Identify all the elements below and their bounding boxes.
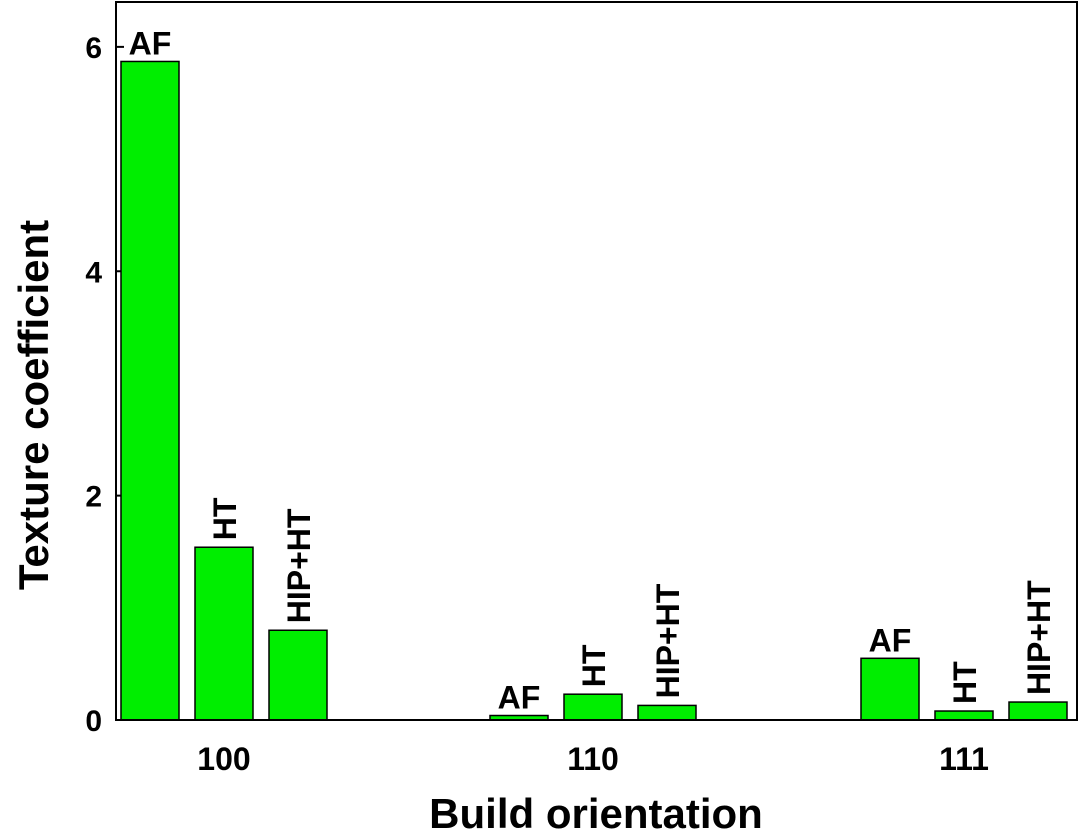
x-axis-title: Build orientation [429,790,763,836]
bar-ht-110 [563,693,623,721]
y-axis-title: Texture coefficient [10,220,57,590]
bar-label-hip-ht-111: HIP+HT [1021,580,1057,695]
bar-label-hip-ht-100: HIP+HT [281,508,317,623]
bar-label-ht-111: HT [947,661,983,704]
x-tick-label-111: 111 [939,741,989,777]
bar-label-ht-100: HT [207,497,243,540]
plot-area: 0 2 4 6 100 AF HT HIP+HT 110 AF HT HIP+HT 111 AF HT HIP… [85,25,1068,777]
bar-label-hip-ht-110: HIP+HT [650,583,686,698]
bar-hip-ht-110 [637,704,697,721]
x-tick-label-100: 100 [197,741,250,777]
x-tick-label-110: 110 [567,741,619,777]
y-tick-label-6: 6 [85,32,102,65]
bar-label-af-110: AF [498,680,541,716]
bar-ht-100 [194,546,254,721]
bar-label-ht-110: HT [576,644,612,687]
y-tick-label-0: 0 [85,705,102,738]
bar-ht-111 [934,710,994,721]
bar-af-111 [860,657,920,721]
bar-label-af-100: AF [129,25,172,61]
y-tick-label-2: 2 [85,481,102,514]
bar-af-100 [120,60,180,721]
y-tick-label-4: 4 [85,256,102,289]
bar-hip-ht-100 [268,629,328,721]
plot-frame [115,1,1078,721]
bar-hip-ht-111 [1008,701,1068,721]
bar-label-af-111: AF [869,622,912,658]
